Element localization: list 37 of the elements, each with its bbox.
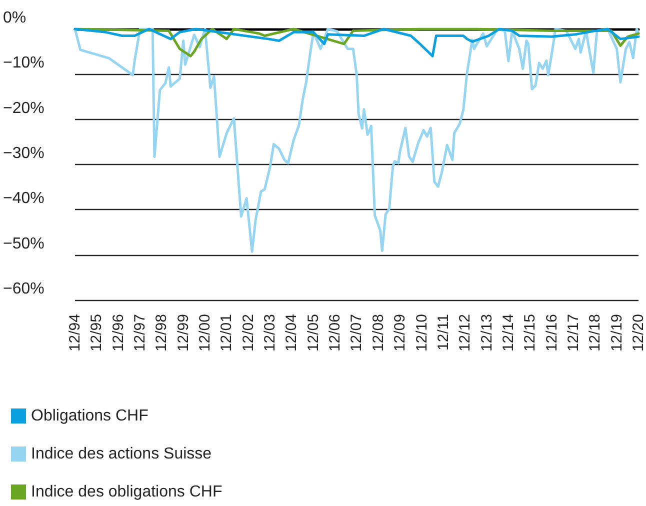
x-tick-label: 12/00 <box>196 314 214 352</box>
x-tick-label: 12/10 <box>413 314 430 352</box>
x-tick-label: 12/03 <box>262 314 279 352</box>
x-tick-label: 12/15 <box>522 314 539 352</box>
x-tick-label: 12/95 <box>88 314 106 352</box>
x-tick-label: 12/20 <box>630 314 646 352</box>
x-tick-label: 12/02 <box>240 314 257 352</box>
y-tick-label: −40% <box>3 190 44 208</box>
x-tick-label: 12/14 <box>500 314 517 352</box>
legend-label: Obligations CHF <box>31 408 149 424</box>
x-tick-label: 12/04 <box>283 314 300 352</box>
x-tick-label: 12/17 <box>564 314 582 352</box>
x-tick-label: 12/12 <box>456 314 474 352</box>
x-tick-label: 12/96 <box>110 314 127 352</box>
x-tick-label: 12/19 <box>608 314 626 352</box>
x-tick-label: 12/13 <box>478 314 496 352</box>
x-tick-label: 12/09 <box>392 314 409 352</box>
x-tick-label: 12/11 <box>434 314 452 350</box>
y-tick-label: 0% <box>3 10 26 26</box>
legend-label: Indice des actions Suisse <box>31 446 212 462</box>
x-tick-label: 12/08 <box>370 314 387 352</box>
x-tick-label: 12/94 <box>66 314 84 352</box>
x-tick-label: 12/16 <box>543 314 560 352</box>
legend-label: Indice des obligations CHF <box>31 484 222 500</box>
y-tick-label: −60% <box>3 280 44 298</box>
y-tick-label: −50% <box>3 235 44 252</box>
y-tick-label: −10% <box>3 54 44 72</box>
x-tick-label: 12/05 <box>304 314 322 352</box>
x-tick-label: 12/01 <box>218 314 236 352</box>
x-tick-label: 12/98 <box>153 314 170 352</box>
x-tick-label: 12/99 <box>174 314 192 352</box>
y-tick-label: −30% <box>3 145 44 162</box>
x-tick-label: 12/07 <box>348 314 366 352</box>
x-tick-label: 12/18 <box>586 314 604 352</box>
x-tick-label: 12/97 <box>132 314 149 352</box>
y-tick-label: −20% <box>3 100 44 117</box>
x-tick-label: 12/06 <box>326 314 344 352</box>
